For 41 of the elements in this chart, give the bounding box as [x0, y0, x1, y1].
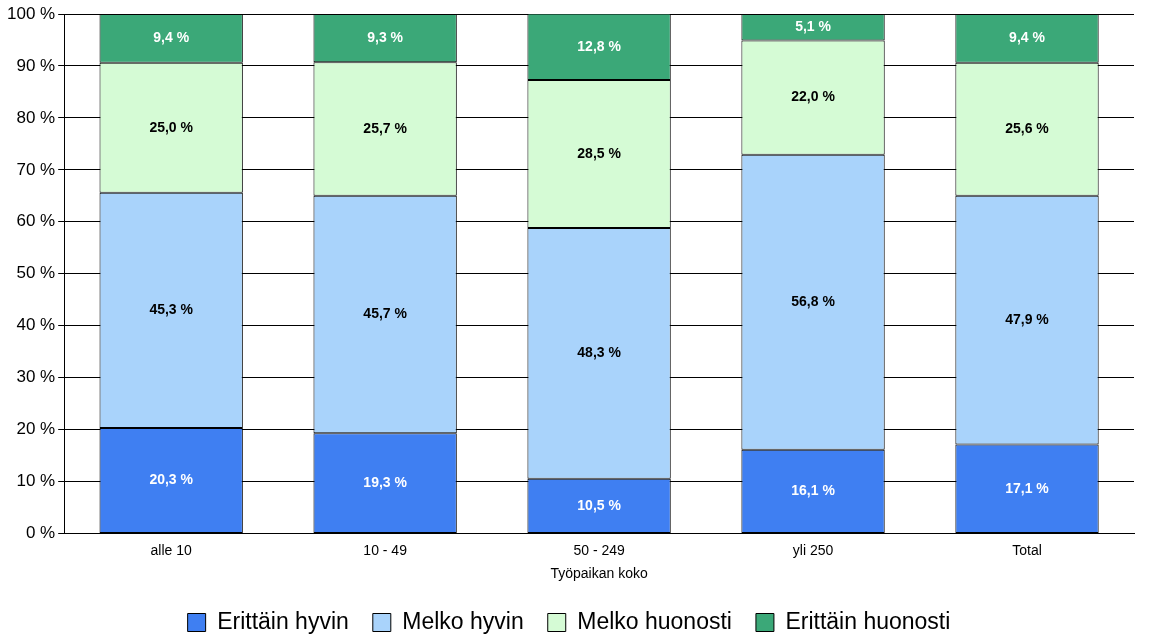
data-label: 48,3 % [577, 344, 622, 361]
x-tick-label: Total [1012, 541, 1042, 558]
data-label: 47,9 % [1005, 311, 1050, 328]
y-tick-label: 0 % [25, 523, 56, 543]
y-tick-label: 60 % [16, 211, 56, 231]
y-tick-label: 20 % [16, 419, 56, 439]
data-label: 22,0 % [791, 88, 836, 105]
data-label: 12,8 % [577, 37, 622, 54]
data-label: 10,5 % [577, 496, 622, 513]
legend-label: Erittäin hyvin [217, 607, 349, 634]
data-label: 16,1 % [791, 482, 836, 499]
y-tick-label: 100 % [7, 3, 56, 23]
data-label: 45,3 % [149, 301, 194, 318]
data-label: 5,1 % [795, 18, 832, 35]
y-tick-label: 40 % [16, 315, 56, 335]
data-label: 45,7 % [363, 305, 408, 322]
y-tick-label: 80 % [16, 107, 56, 127]
y-tick-label: 70 % [16, 159, 56, 179]
data-label: 9,4 % [1009, 29, 1046, 46]
x-tick-label: yli 250 [792, 541, 834, 558]
x-tick-label: 50 - 249 [573, 541, 625, 558]
data-label: 56,8 % [791, 293, 836, 310]
data-label: 25,6 % [1005, 120, 1050, 137]
data-label: 17,1 % [1005, 479, 1050, 496]
legend-label: Melko hyvin [402, 607, 524, 634]
x-tick-label: 10 - 49 [363, 541, 408, 558]
data-label: 28,5 % [577, 144, 622, 161]
y-tick-label: 10 % [16, 471, 56, 491]
data-label: 25,7 % [363, 119, 408, 136]
y-tick-label: 90 % [16, 55, 56, 75]
data-label: 9,4 % [153, 29, 190, 46]
y-tick-label: 50 % [16, 263, 56, 283]
x-axis-title: Työpaikan koko [550, 565, 648, 582]
y-tick-label: 30 % [16, 367, 56, 387]
data-label: 9,3 % [367, 29, 404, 46]
data-label: 20,3 % [149, 471, 194, 488]
legend-label: Melko huonosti [577, 607, 732, 634]
x-tick-label: alle 10 [150, 541, 193, 558]
data-label: 19,3 % [363, 473, 408, 490]
legend-label: Erittäin huonosti [785, 607, 951, 634]
data-label: 25,0 % [149, 118, 194, 135]
